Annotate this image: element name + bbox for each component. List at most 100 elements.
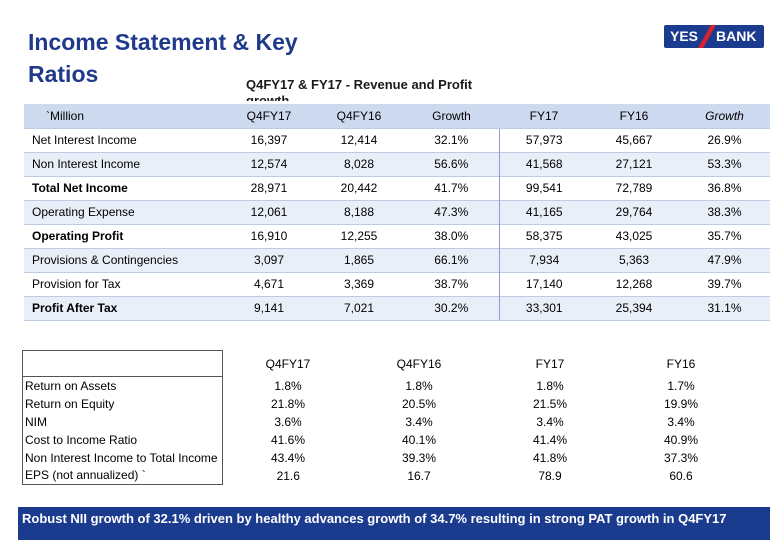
row-label: Total Net Income [24, 175, 224, 200]
row-label: Non Interest Income [24, 151, 224, 176]
cell: 9,141 [224, 295, 314, 321]
cell: 40.9% [663, 432, 699, 447]
row-label: Return on Equity [22, 394, 223, 413]
row-label: Provisions & Contingencies [24, 247, 224, 272]
cell: 28,971 [224, 175, 314, 200]
col-header-q4fy17: Q4FY17 [224, 104, 314, 128]
cell: 38.0% [404, 223, 499, 248]
cell: 72,789 [589, 175, 679, 200]
cell: 1.8% [405, 378, 433, 393]
table-row: Cost to Income Ratio 41.6% 40.1% 41.4% 4… [22, 430, 747, 449]
cell: 16.7 [407, 468, 431, 483]
logo-text-yes: YES [670, 28, 699, 44]
cell: 12,061 [224, 199, 314, 224]
cell: 1.8% [274, 378, 302, 393]
cell: 43,025 [589, 223, 679, 248]
table-row: Total Net Income 28,971 20,442 41.7% 99,… [24, 175, 770, 200]
summary-banner: Robust NII growth of 32.1% driven by hea… [18, 507, 770, 540]
cell: 37.3% [663, 450, 699, 465]
income-statement-table: `Million Q4FY17 Q4FY16 Growth FY17 FY16 … [24, 104, 770, 321]
table-row: Provision for Tax 4,671 3,369 38.7% 17,1… [24, 271, 770, 296]
row-label: Non Interest Income to Total Income [22, 448, 223, 467]
cell: 12,268 [589, 271, 679, 296]
cell: 4,671 [224, 271, 314, 296]
cell: 30.2% [404, 295, 499, 321]
cell: 3.4% [536, 414, 564, 429]
cell: 32.1% [404, 127, 499, 152]
table-row: EPS (not annualized) ` 21.6 16.7 78.9 60… [22, 466, 747, 485]
cell: 39.7% [679, 271, 770, 296]
cell: 41.7% [404, 175, 499, 200]
page-subtitle: Q4FY17 & FY17 - Revenue and Profit growt… [246, 77, 473, 101]
cell: 41,568 [498, 151, 589, 176]
cell: 21.5% [532, 396, 568, 411]
row-label: Net Interest Income [24, 127, 224, 152]
cell: 41.8% [532, 450, 568, 465]
ratio-col-header-q4fy17: Q4FY17 [265, 356, 311, 371]
table-row: Non Interest Income to Total Income 43.4… [22, 448, 747, 467]
row-label: EPS (not annualized) ` [22, 466, 223, 485]
cell: 33,301 [498, 295, 589, 321]
table-row: Profit After Tax 9,141 7,021 30.2% 33,30… [24, 295, 770, 321]
table-row: Net Interest Income 16,397 12,414 32.1% … [24, 127, 770, 152]
cell: 57,973 [498, 127, 589, 152]
cell: 20.5% [401, 396, 437, 411]
cell: 38.3% [679, 199, 770, 224]
cell: 26.9% [679, 127, 770, 152]
row-label: Operating Expense [24, 199, 224, 224]
yes-bank-logo: YES BANK [664, 25, 764, 48]
cell: 47.9% [679, 247, 770, 272]
row-label: Return on Assets [22, 376, 223, 395]
cell: 1.7% [667, 378, 695, 393]
ratio-col-header-fy17: FY17 [535, 356, 565, 371]
col-header-fy16: FY16 [589, 104, 679, 128]
cell: 21.6 [276, 468, 300, 483]
ratios-header-row: Q4FY17 Q4FY16 FY17 FY16 [22, 350, 747, 377]
row-label: Cost to Income Ratio [22, 430, 223, 449]
row-label: Operating Profit [24, 223, 224, 248]
cell: 3,097 [224, 247, 314, 272]
key-ratios-table: Q4FY17 Q4FY16 FY17 FY16 Return on Assets… [22, 350, 747, 485]
cell: 3.4% [667, 414, 695, 429]
cell: 78.9 [538, 468, 562, 483]
cell: 99,541 [498, 175, 589, 200]
cell: 41.6% [270, 432, 306, 447]
cell: 16,397 [224, 127, 314, 152]
row-label: Profit After Tax [24, 295, 224, 321]
table-row: Operating Profit 16,910 12,255 38.0% 58,… [24, 223, 770, 248]
cell: 58,375 [498, 223, 589, 248]
table-row: Return on Equity 21.8% 20.5% 21.5% 19.9% [22, 394, 747, 413]
cell: 36.8% [679, 175, 770, 200]
cell: 19.9% [663, 396, 699, 411]
cell: 39.3% [401, 450, 437, 465]
row-label: Provision for Tax [24, 271, 224, 296]
cell: 12,414 [314, 127, 404, 152]
ratio-col-header-fy16: FY16 [666, 356, 696, 371]
cell: 7,021 [314, 295, 404, 321]
unit-header: `Million [24, 104, 224, 128]
cell: 16,910 [224, 223, 314, 248]
cell: 8,188 [314, 199, 404, 224]
row-label: NIM [22, 412, 223, 431]
cell: 12,574 [224, 151, 314, 176]
cell: 53.3% [679, 151, 770, 176]
income-header-row: `Million Q4FY17 Q4FY16 Growth FY17 FY16 … [24, 104, 770, 128]
cell: 3,369 [314, 271, 404, 296]
cell: 12,255 [314, 223, 404, 248]
ratios-header-blank [22, 350, 223, 377]
cell: 41.4% [532, 432, 568, 447]
cell: 7,934 [498, 247, 589, 272]
cell: 47.3% [404, 199, 499, 224]
cell: 17,140 [498, 271, 589, 296]
cell: 45,667 [589, 127, 679, 152]
cell: 3.6% [274, 414, 302, 429]
cell: 29,764 [589, 199, 679, 224]
cell: 56.6% [404, 151, 499, 176]
cell: 8,028 [314, 151, 404, 176]
cell: 31.1% [679, 295, 770, 321]
col-header-q4fy16: Q4FY16 [314, 104, 404, 128]
cell: 20,442 [314, 175, 404, 200]
ratio-col-header-q4fy16: Q4FY16 [396, 356, 442, 371]
cell: 40.1% [401, 432, 437, 447]
cell: 41,165 [498, 199, 589, 224]
